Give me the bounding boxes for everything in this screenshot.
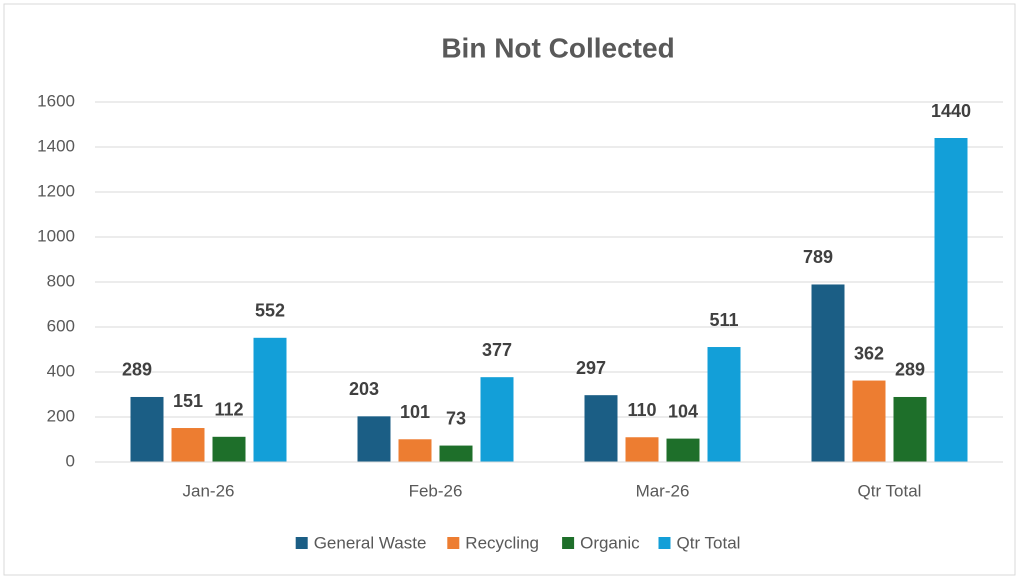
data-label: 297 — [576, 358, 606, 378]
data-label: 1440 — [931, 101, 971, 121]
bar — [584, 395, 618, 462]
bar — [398, 439, 432, 462]
x-tick-label: Mar-26 — [636, 481, 690, 500]
bar — [439, 445, 473, 462]
data-label: 101 — [400, 402, 430, 422]
data-label: 112 — [214, 400, 243, 420]
bar — [625, 437, 659, 462]
data-label: 151 — [173, 391, 203, 411]
x-tick-label: Feb-26 — [409, 481, 463, 500]
data-label: 203 — [349, 379, 379, 399]
legend-swatch — [447, 537, 460, 549]
bar — [480, 377, 514, 462]
legend-label: Qtr Total — [677, 533, 741, 552]
legend-swatch — [295, 537, 308, 549]
bar — [130, 396, 164, 462]
bar — [852, 380, 886, 462]
data-label: 110 — [627, 400, 656, 420]
legend-label: Organic — [580, 533, 640, 552]
data-label: 289 — [122, 360, 152, 380]
data-label: 511 — [709, 310, 738, 330]
bar — [666, 438, 700, 462]
x-tick-label: Jan-26 — [183, 481, 235, 500]
y-tick-label: 200 — [47, 406, 75, 425]
y-tick-label: 0 — [66, 451, 75, 470]
y-tick-label: 800 — [47, 271, 75, 290]
data-label: 362 — [854, 343, 884, 363]
data-label: 73 — [446, 408, 466, 428]
legend-swatch — [658, 537, 671, 549]
x-tick-label: Qtr Total — [858, 481, 922, 500]
chart-title: Bin Not Collected — [441, 32, 674, 63]
data-label: 377 — [482, 340, 512, 360]
data-label: 104 — [668, 401, 698, 421]
bar — [212, 436, 246, 462]
legend-label: Recycling — [465, 533, 539, 552]
y-tick-label: 600 — [47, 316, 75, 335]
bar — [357, 416, 391, 462]
bar — [934, 138, 968, 462]
bar — [811, 284, 845, 462]
data-label: 552 — [255, 301, 285, 321]
data-label: 289 — [895, 360, 925, 380]
data-label: 789 — [803, 247, 833, 267]
y-tick-label: 1000 — [37, 226, 75, 245]
bar — [707, 347, 741, 462]
y-tick-label: 400 — [47, 361, 75, 380]
legend-swatch — [562, 537, 575, 549]
y-tick-label: 1400 — [37, 136, 75, 155]
bar — [893, 396, 927, 462]
legend-label: General Waste — [314, 533, 427, 552]
y-tick-label: 1600 — [37, 91, 75, 110]
chart-border — [3, 3, 1016, 576]
bar — [253, 337, 287, 462]
y-tick-label: 1200 — [37, 181, 75, 200]
bar — [171, 428, 205, 462]
